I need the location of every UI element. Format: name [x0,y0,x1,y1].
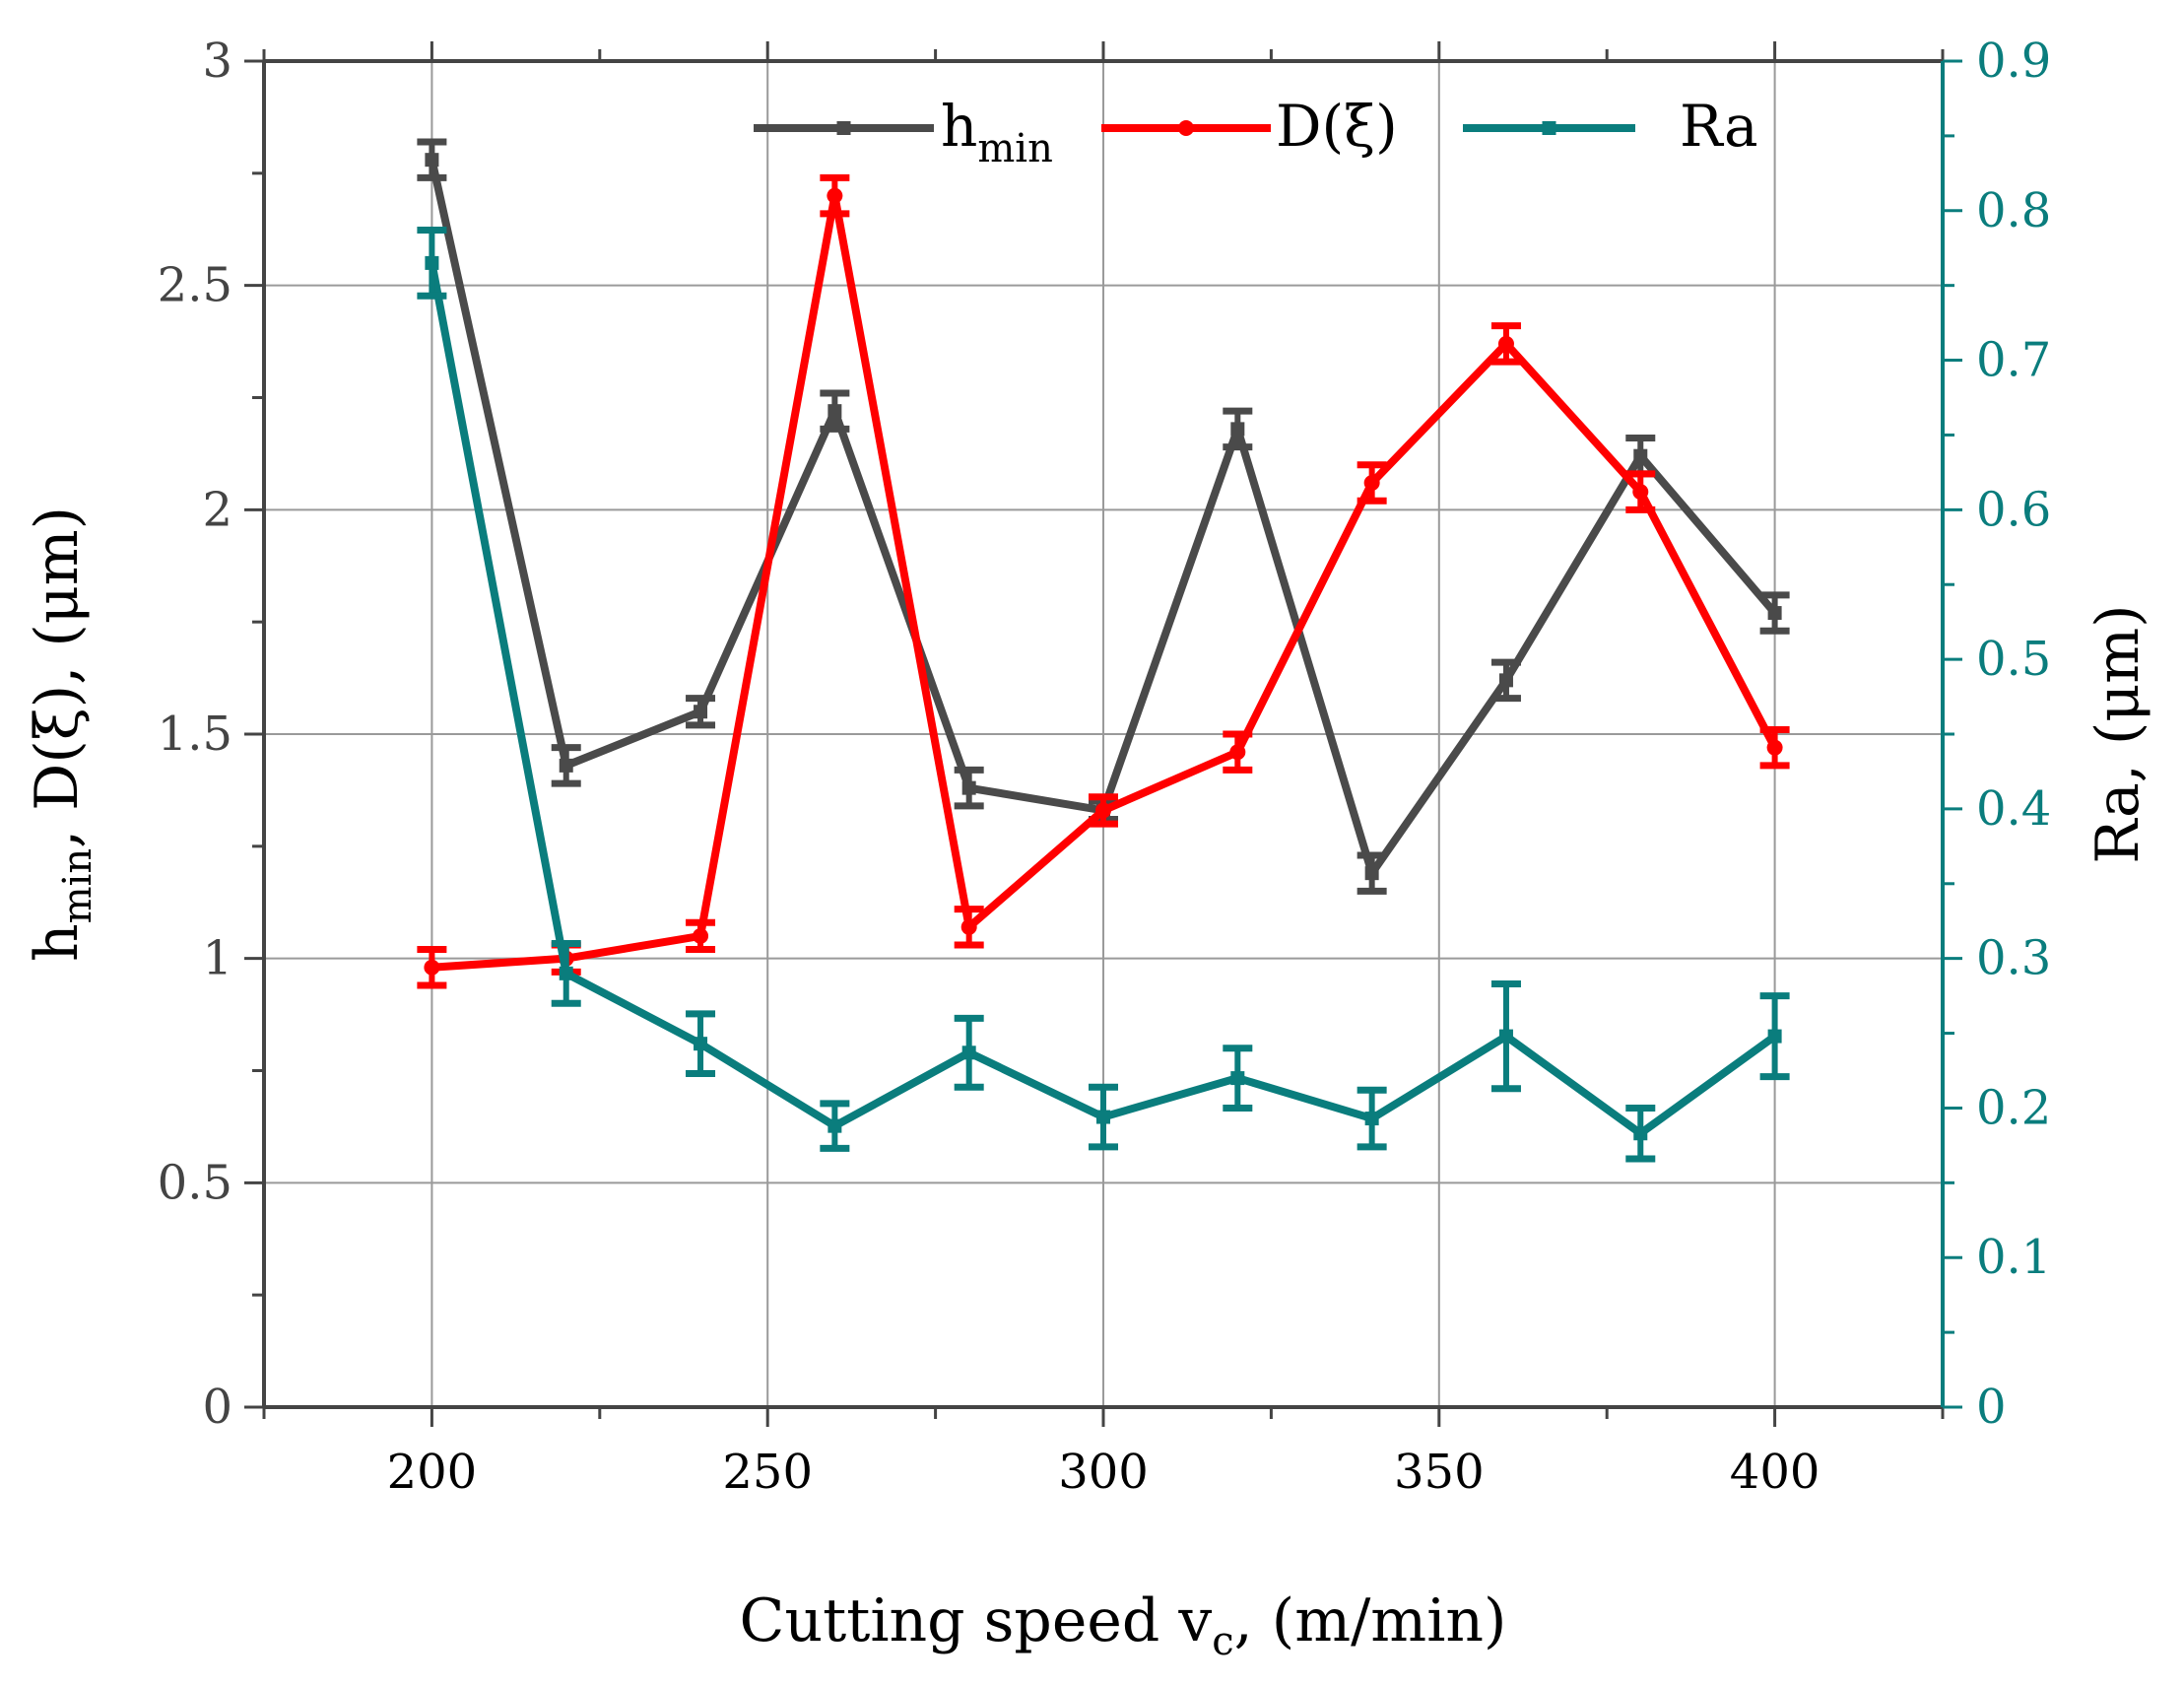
data-point-ra [961,1045,976,1060]
data-point-hmin [425,153,439,168]
data-point-ra [1498,1029,1513,1044]
data-point-ra [694,1037,708,1051]
legend-item-dxi: D(ξ) [1101,93,1398,160]
data-point-hmin [827,404,842,419]
data-point-ra [1633,1126,1648,1141]
left-y-tick-label: 1.5 [158,707,232,762]
data-point-ra [1096,1110,1110,1124]
legend-item-ra: Ra [1463,93,1758,160]
left-y-tick-label: 2 [202,482,232,537]
legend-label-hmin: hmin [941,93,1053,171]
gridlines [264,61,1943,1407]
x-tick-label: 250 [722,1445,813,1500]
legend-label-dxi: D(ξ) [1276,93,1398,160]
data-point-dxi [960,918,977,935]
legend-marker-dxi [1178,120,1194,136]
data-point-hmin [1498,673,1513,688]
legend-marker-ra [1542,121,1556,135]
right-y-tick-label: 0.1 [1976,1230,2051,1285]
right-y-tick-label: 0.2 [1976,1080,2051,1135]
data-point-dxi [1229,744,1246,761]
right-y-tick-label: 0.9 [1976,34,2051,89]
legend: hmin D(ξ) Ra [754,93,1758,171]
data-point-ra [559,966,573,980]
data-point-dxi [1497,335,1514,352]
left-y-axis-title: hmin, D(ξ), (μm) [23,506,100,962]
legend-item-hmin: hmin [754,93,1053,171]
data-point-dxi [827,187,843,204]
data-point-hmin [559,758,573,773]
x-tick-label: 300 [1058,1445,1149,1500]
legend-label-ra: Ra [1680,93,1758,160]
right-y-tick-label: 0 [1976,1380,2007,1435]
data-point-ra [425,255,439,270]
right-y-tick-label: 0.6 [1976,482,2051,537]
data-point-dxi [1632,484,1649,501]
right-y-tick-label: 0.8 [1976,183,2051,238]
x-tick-label: 400 [1730,1445,1820,1500]
data-point-dxi [1766,739,1783,756]
left-y-tick-label: 2.5 [158,258,232,313]
data-point-hmin [1364,866,1379,881]
left-y-tick-label: 1 [202,931,232,986]
data-point-hmin [1633,448,1648,463]
data-point-hmin [961,780,976,795]
right-y-tick-label: 0.3 [1976,931,2051,986]
data-point-hmin [1767,606,1782,621]
legend-marker-hmin [836,121,851,135]
data-point-dxi [693,927,709,944]
series-ra [417,227,1790,1163]
x-tick-label: 350 [1394,1445,1485,1500]
data-point-ra [1767,1029,1782,1044]
data-point-hmin [1230,422,1245,437]
axes: 200 250 300 350 400 0 0.5 1 1.5 2 2.5 3 0 0.1 0.2 0.3 0.… [23,34,2152,1664]
x-axis-title: Cutting speed vc, (m/min) [740,1586,1507,1664]
data-point-ra [1230,1071,1245,1086]
data-point-ra [1364,1112,1379,1126]
left-y-tick-label: 3 [202,34,232,89]
right-y-axis-title: Ra, (μm) [2084,604,2152,863]
left-y-tick-label: 0 [202,1380,232,1435]
data-point-dxi [424,959,440,976]
data-point-dxi [1095,802,1111,819]
data-point-ra [827,1118,842,1133]
right-y-tick-label: 0.5 [1976,632,2051,687]
right-y-tick-label: 0.7 [1976,333,2051,388]
right-y-tick-label: 0.4 [1976,781,2051,837]
data-point-hmin [694,705,708,719]
x-tick-label: 200 [387,1445,478,1500]
data-point-dxi [1363,475,1380,492]
left-y-tick-label: 0.5 [158,1155,232,1210]
series-dxi [417,173,1790,989]
